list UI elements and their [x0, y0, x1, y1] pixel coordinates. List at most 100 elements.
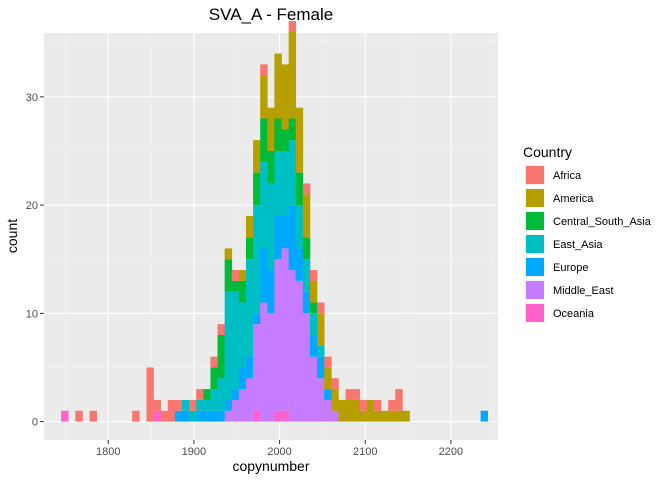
bar-oceania: [274, 410, 282, 422]
bar-america: [402, 410, 410, 422]
bar-middle-east: [260, 302, 268, 422]
bar-europe: [217, 410, 225, 422]
bar-europe: [245, 356, 254, 379]
legend-label: Central_South_Asia: [553, 216, 652, 228]
bar-middle-east: [245, 378, 254, 422]
bar-east-asia: [203, 399, 211, 411]
bar-east-asia: [238, 302, 247, 368]
legend-label: Middle_East: [553, 285, 614, 297]
bar-america: [260, 75, 268, 119]
bar-central-south-asia: [260, 118, 268, 162]
bar-africa: [388, 399, 396, 411]
legend-label: America: [553, 193, 594, 205]
bar-east-asia: [217, 378, 225, 411]
bar-america: [366, 399, 375, 422]
major-grid: [44, 33, 498, 440]
bar-america: [373, 410, 382, 422]
bar-africa: [317, 302, 325, 314]
bar-america: [317, 313, 325, 346]
bar-east-asia: [267, 183, 275, 271]
minor-grid: [44, 33, 498, 440]
bar-africa: [167, 399, 176, 422]
bar-east-asia: [260, 161, 268, 249]
bar-central-south-asia: [231, 280, 240, 292]
x-tick-label: 2000: [267, 446, 291, 458]
bar-america: [309, 280, 318, 303]
bar-europe: [324, 389, 332, 400]
bar-america: [267, 107, 275, 151]
bar-east-asia: [288, 140, 297, 206]
bar-africa: [146, 367, 154, 422]
bar-africa: [174, 399, 183, 411]
bar-africa: [288, 21, 297, 32]
bar-america: [295, 107, 304, 173]
bar-europe: [317, 356, 325, 379]
bar-america: [381, 410, 389, 422]
bar-east-asia: [302, 259, 311, 292]
legend-label: East_Asia: [553, 239, 603, 251]
legend-swatch: [526, 212, 544, 230]
bar-america: [245, 215, 254, 238]
bar-africa: [132, 410, 140, 422]
bar-america: [238, 270, 247, 281]
legend-label: Africa: [553, 170, 582, 182]
bar-europe: [274, 215, 282, 260]
bar-africa: [395, 389, 403, 411]
bar-oceania: [153, 410, 161, 422]
legend-label: Oceania: [553, 308, 595, 320]
bar-east-asia: [274, 150, 282, 216]
bar-europe: [224, 399, 233, 411]
bar-central-south-asia: [302, 237, 311, 260]
bar-europe: [302, 291, 311, 314]
bar-africa: [89, 410, 97, 422]
legend-swatch: [526, 304, 544, 322]
bar-africa: [373, 399, 382, 411]
bar-america: [281, 64, 289, 130]
bar-east-asia: [253, 205, 261, 314]
bar-america: [338, 399, 346, 422]
bar-east-asia: [231, 291, 240, 390]
bar-central-south-asia: [281, 129, 289, 151]
bar-africa: [260, 64, 268, 76]
bar-europe: [288, 205, 297, 271]
bar-middle-east: [324, 399, 332, 422]
bar-east-asia: [309, 313, 318, 335]
bar-middle-east: [253, 324, 261, 411]
bar-america: [388, 410, 396, 422]
bar-central-south-asia: [309, 302, 318, 314]
bar-east-asia: [189, 410, 197, 422]
y-tick-label: 20: [26, 200, 38, 212]
bar-africa: [352, 389, 361, 400]
bar-east-asia: [245, 259, 254, 357]
bar-america: [302, 194, 311, 238]
bar-europe: [267, 270, 275, 314]
legend-label: Europe: [553, 262, 588, 274]
bar-europe: [295, 248, 304, 281]
bar-east-asia: [281, 150, 289, 216]
bar-europe: [210, 410, 218, 422]
chart-title: SVA_A - Female: [209, 5, 333, 24]
bar-central-south-asia: [274, 118, 282, 151]
legend-swatch: [526, 281, 544, 299]
legend-swatch: [526, 166, 544, 184]
bar-middle-east: [302, 313, 311, 422]
bar-europe: [260, 248, 268, 303]
bar-america: [395, 410, 403, 422]
bar-europe: [309, 335, 318, 357]
bar-europe: [281, 215, 289, 249]
bar-africa: [324, 356, 332, 368]
bar-east-asia: [295, 205, 304, 249]
y-tick-label: 30: [26, 92, 38, 104]
legend-swatch: [526, 258, 544, 276]
bar-east-asia: [182, 399, 190, 411]
bar-africa: [331, 378, 339, 390]
bar-europe: [182, 410, 190, 422]
bar-east-asia: [317, 345, 325, 357]
bar-oceania: [281, 410, 289, 422]
y-axis-title: count: [4, 219, 20, 253]
bar-middle-east: [295, 280, 304, 422]
bar-africa: [231, 270, 240, 281]
bar-middle-east: [281, 248, 289, 411]
x-axis-title: copynumber: [232, 458, 309, 474]
